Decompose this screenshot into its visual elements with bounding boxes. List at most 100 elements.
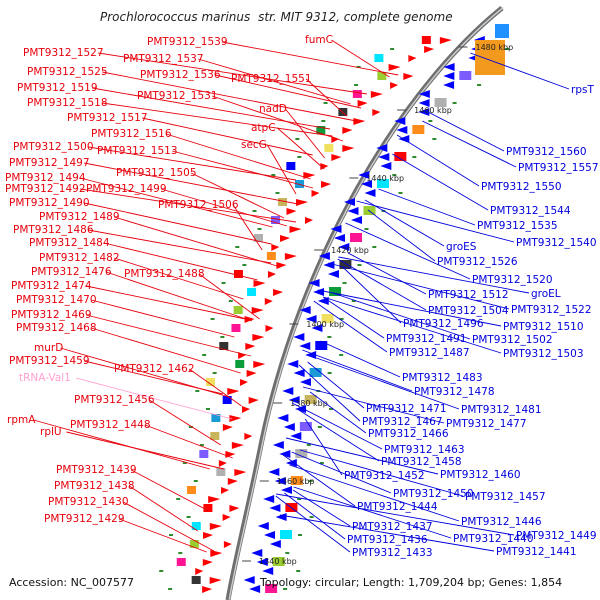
gene-label-forward[interactable]: PMT9312_1537 [123,53,204,65]
gene-label-forward[interactable]: PMT9312_1513 [97,145,178,157]
gene-label-forward[interactable]: PMT9312_1536 [140,69,221,81]
gene-label-reverse[interactable]: PMT9312_1460 [440,469,521,481]
gene-label-forward[interactable]: PMT9312_1494 [5,172,86,184]
gene-label-reverse[interactable]: PMT9312_1457 [465,491,546,503]
gene-label-reverse[interactable]: PMT9312_1526 [437,256,518,268]
gene-label-reverse[interactable]: PMT9312_1522 [511,304,592,316]
gene-label-reverse[interactable]: PMT9312_1466 [368,428,449,440]
gene-label-reverse[interactable]: groES [446,241,477,253]
gene-label-reverse[interactable]: PMT9312_1483 [402,372,483,384]
forward-gene-arrow [264,298,273,305]
gene-label-reverse[interactable]: PMT9312_1458 [381,456,462,468]
grid-dash [298,534,302,536]
gene-label-forward[interactable]: PMT9312_1497 [9,157,90,169]
gene-label-reverse[interactable]: PMT9312_1477 [446,418,527,430]
gene-label-reverse[interactable]: PMT9312_1436 [347,534,428,546]
gene-label-forward[interactable]: PMT9312_1470 [16,294,97,306]
gene-label-forward[interactable]: secG [241,139,267,151]
gene-label-reverse[interactable]: PMT9312_1487 [389,347,470,359]
gene-label-reverse[interactable]: PMT9312_1452 [344,470,425,482]
gene-label-forward[interactable]: PMT9312_1482 [39,252,120,264]
gene-label-forward[interactable]: PMT9312_1486 [13,224,94,236]
gene-label-forward[interactable]: tRNA-Val1 [19,372,71,384]
gene-label-reverse[interactable]: PMT9312_1550 [481,181,562,193]
gene-label-forward[interactable]: PMT9312_1439 [56,464,137,476]
gene-label-forward[interactable]: rplU [40,426,62,438]
gene-label-forward[interactable]: PMT9312_1430 [48,496,129,508]
grid-dash [285,552,290,554]
gene-label-reverse[interactable]: PMT9312_1512 [428,289,509,301]
gene-label-reverse[interactable]: PMT9312_1557 [518,162,599,174]
gene-label-reverse[interactable]: PMT9312_1467 [362,416,443,428]
gene-label-forward[interactable]: PMT9312_1499 [86,183,167,195]
gene-label-forward[interactable]: PMT9312_1525 [27,66,108,78]
gene-label-forward[interactable]: PMT9312_1517 [67,112,148,124]
gene-label-reverse[interactable]: PMT9312_1463 [384,444,465,456]
gene-label-forward[interactable]: PMT9312_1468 [16,322,97,334]
forward-gene-arrow [321,181,331,188]
gene-label-reverse[interactable]: PMT9312_1446 [461,516,542,528]
gene-label-forward[interactable]: PMT9312_1462 [114,363,195,375]
gene-label-reverse[interactable]: PMT9312_1502 [472,334,553,346]
label-leader [392,153,489,211]
gene-label-forward[interactable]: PMT9312_1469 [11,309,92,321]
gene-label-forward[interactable]: PMT9312_1438 [54,480,135,492]
gene-label-forward[interactable]: murD [34,342,63,354]
gene-label-forward[interactable]: PMT9312_1488 [124,268,205,280]
grid-dash [357,264,362,266]
gene-label-reverse[interactable]: PMT9312_1441 [496,546,577,558]
gene-label-forward[interactable]: PMT9312_1484 [29,237,110,249]
gene-label-forward[interactable]: PMT9312_1492 [5,183,86,195]
gene-label-forward[interactable]: PMT9312_1429 [44,513,125,525]
gene-label-reverse[interactable]: PMT9312_1444 [357,501,438,513]
gene-label-forward[interactable]: PMT9312_1531 [137,90,218,102]
gene-label-forward[interactable]: rpmA [7,414,36,426]
feature-block [324,144,334,152]
gene-label-forward[interactable]: PMT9312_1505 [116,167,197,179]
forward-gene-arrow [203,532,213,539]
gene-label-forward[interactable]: PMT9312_1516 [91,128,172,140]
gene-label-forward[interactable]: PMT9312_1551 [231,73,312,85]
gene-label-forward[interactable]: PMT9312_1474 [11,280,92,292]
gene-label-forward[interactable]: PMT9312_1456 [74,394,155,406]
gene-label-reverse[interactable]: rpsT [571,84,594,96]
gene-label-forward[interactable]: PMT9312_1490 [9,197,90,209]
gene-label-forward[interactable]: PMT9312_1500 [13,141,94,153]
gene-label-reverse[interactable]: PMT9312_1450 [393,488,474,500]
gene-label-forward[interactable]: PMT9312_1539 [147,36,228,48]
gene-label-forward[interactable]: PMT9312_1506 [158,199,239,211]
gene-label-reverse[interactable]: PMT9312_1504 [428,305,509,317]
forward-gene-arrow [229,505,240,512]
gene-label-reverse[interactable]: PMT9312_1540 [516,237,597,249]
gene-label-forward[interactable]: fumC [305,34,333,46]
gene-label-reverse[interactable]: PMT9312_1478 [414,386,495,398]
gene-label-reverse[interactable]: PMT9312_1503 [503,348,584,360]
grid-dash [257,228,262,230]
gene-label-reverse[interactable]: PMT9312_1520 [472,274,553,286]
gene-label-reverse[interactable]: PMT9312_1544 [490,205,571,217]
gene-label-reverse[interactable]: PMT9312_1535 [477,220,558,232]
gene-label-forward[interactable]: PMT9312_1527 [23,47,104,59]
gene-label-reverse[interactable]: PMT9312_1471 [366,403,447,415]
gene-label-reverse[interactable]: PMT9312_1496 [403,318,484,330]
gene-label-forward[interactable]: PMT9312_1519 [17,82,98,94]
gene-label-reverse[interactable]: PMT9312_1433 [352,547,433,559]
gene-label-forward[interactable]: PMT9312_1518 [27,97,108,109]
gene-label-reverse[interactable]: PMT9312_1560 [506,146,587,158]
gene-label-reverse[interactable]: PMT9312_1449 [516,530,597,542]
gene-label-forward[interactable]: atpC [251,122,276,134]
gene-label-reverse[interactable]: PMT9312_1481 [461,404,542,416]
gene-label-reverse[interactable]: groEL [531,288,561,300]
reverse-gene-arrow [305,351,317,359]
gene-label-reverse[interactable]: PMT9312_1491 [386,333,467,345]
gene-label-forward[interactable]: PMT9312_1459 [9,355,90,367]
gene-label-forward[interactable]: PMT9312_1448 [70,419,151,431]
grid-dash [159,570,164,572]
gene-label-forward[interactable]: nadD [259,103,287,115]
forward-gene-arrow [242,406,251,413]
gene-label-reverse[interactable]: PMT9312_1437 [352,521,433,533]
gene-label-reverse[interactable]: PMT9312_1510 [503,321,584,333]
gene-label-forward[interactable]: PMT9312_1476 [31,266,112,278]
gene-label-reverse[interactable]: PMT9312_1440 [453,533,534,545]
gene-label-forward[interactable]: PMT9312_1489 [39,211,120,223]
